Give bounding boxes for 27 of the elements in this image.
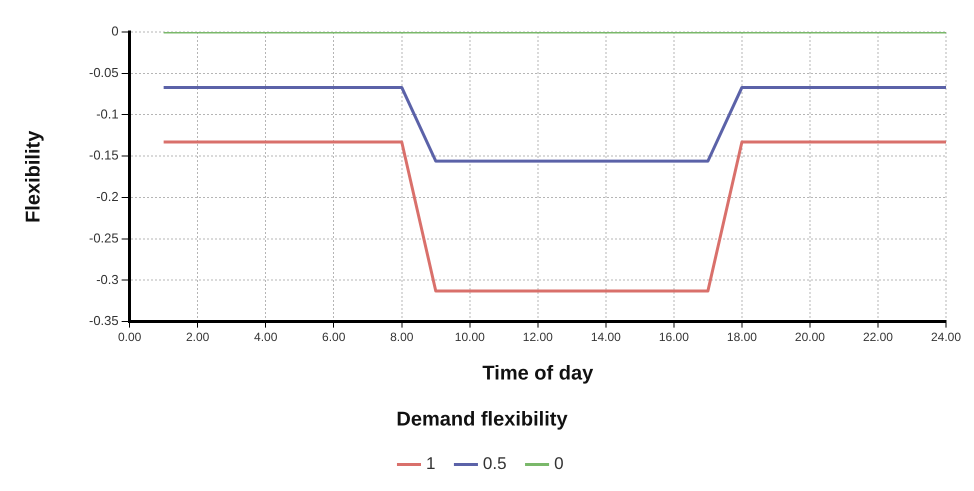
x-tick-label: 20.00 <box>794 330 826 344</box>
x-tick-label: 10.00 <box>454 330 486 344</box>
y-tick-label: -0.15 <box>88 148 119 163</box>
x-tick-label: 18.00 <box>726 330 758 344</box>
y-axis-title: Flexibility <box>22 130 45 223</box>
x-tick-label: 6.00 <box>322 330 346 344</box>
y-tick-label: -0.1 <box>96 106 119 122</box>
y-tick-label: 0 <box>111 24 119 39</box>
x-tick-label: 4.00 <box>254 330 278 344</box>
x-tick-label: 14.00 <box>590 330 622 344</box>
legend-label: 0.5 <box>482 454 507 474</box>
y-tick-label: -0.05 <box>88 64 119 80</box>
x-tick-label: 0.00 <box>118 330 142 344</box>
legend-title: Demand flexibility <box>396 408 568 431</box>
x-axis-title: Time of day <box>482 362 594 385</box>
y-tick-label: -0.3 <box>96 272 119 287</box>
x-tick-label: 2.00 <box>186 330 210 344</box>
x-tick-label: 22.00 <box>862 330 894 344</box>
y-tick-label: -0.25 <box>88 230 119 246</box>
x-tick-label: 16.00 <box>658 330 690 344</box>
y-tick-label: -0.2 <box>96 189 119 204</box>
legend-label: 0 <box>554 454 564 474</box>
legend-label: 1 <box>426 454 436 474</box>
y-tick-label: -0.35 <box>88 313 119 328</box>
x-tick-label: 24.00 <box>930 330 962 344</box>
x-tick-label: 8.00 <box>390 330 414 344</box>
x-tick-label: 12.00 <box>522 330 554 344</box>
